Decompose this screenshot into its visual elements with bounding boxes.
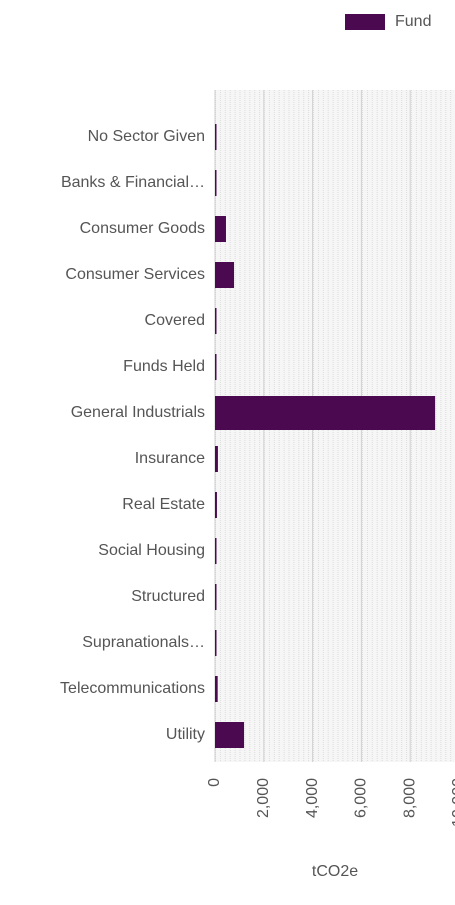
y-tick-label: General Industrials	[71, 404, 205, 421]
legend-label: Fund	[395, 13, 431, 30]
x-tick-label: 8,000	[401, 778, 418, 818]
x-tick-label: 4,000	[304, 778, 321, 818]
y-tick-label: Consumer Services	[65, 266, 205, 283]
bar	[215, 538, 217, 564]
y-tick-label: No Sector Given	[88, 128, 205, 145]
bar	[215, 492, 217, 518]
y-tick-label: Funds Held	[123, 358, 205, 375]
y-tick-label: Telecommunications	[60, 680, 205, 697]
y-tick-label: Consumer Goods	[80, 220, 205, 237]
bar	[215, 584, 217, 610]
bar	[215, 396, 436, 430]
y-tick-label: Social Housing	[98, 542, 205, 559]
x-tick-label: 6,000	[353, 778, 370, 818]
y-tick-label: Supranationals…	[82, 634, 205, 651]
y-tick-label: Structured	[131, 588, 205, 605]
x-tick-label: 10,000	[450, 778, 455, 827]
x-tick-label: 2,000	[255, 778, 272, 818]
legend-swatch	[345, 14, 385, 30]
bar	[215, 354, 217, 380]
x-axis-title: tCO2e	[312, 863, 358, 880]
y-tick-label: Insurance	[135, 450, 205, 467]
bar	[215, 308, 217, 334]
bar	[215, 216, 226, 242]
bar	[215, 630, 217, 656]
y-tick-label: Utility	[166, 726, 205, 743]
y-tick-label: Real Estate	[122, 496, 205, 513]
y-tick-label: Covered	[145, 312, 205, 329]
y-tick-label: Banks & Financial…	[61, 174, 205, 191]
bar	[215, 722, 245, 748]
bar	[215, 124, 217, 150]
x-tick-label: 0	[206, 778, 223, 787]
bar	[215, 446, 218, 472]
bar	[215, 262, 235, 288]
bar	[215, 170, 217, 196]
bar	[215, 676, 218, 702]
